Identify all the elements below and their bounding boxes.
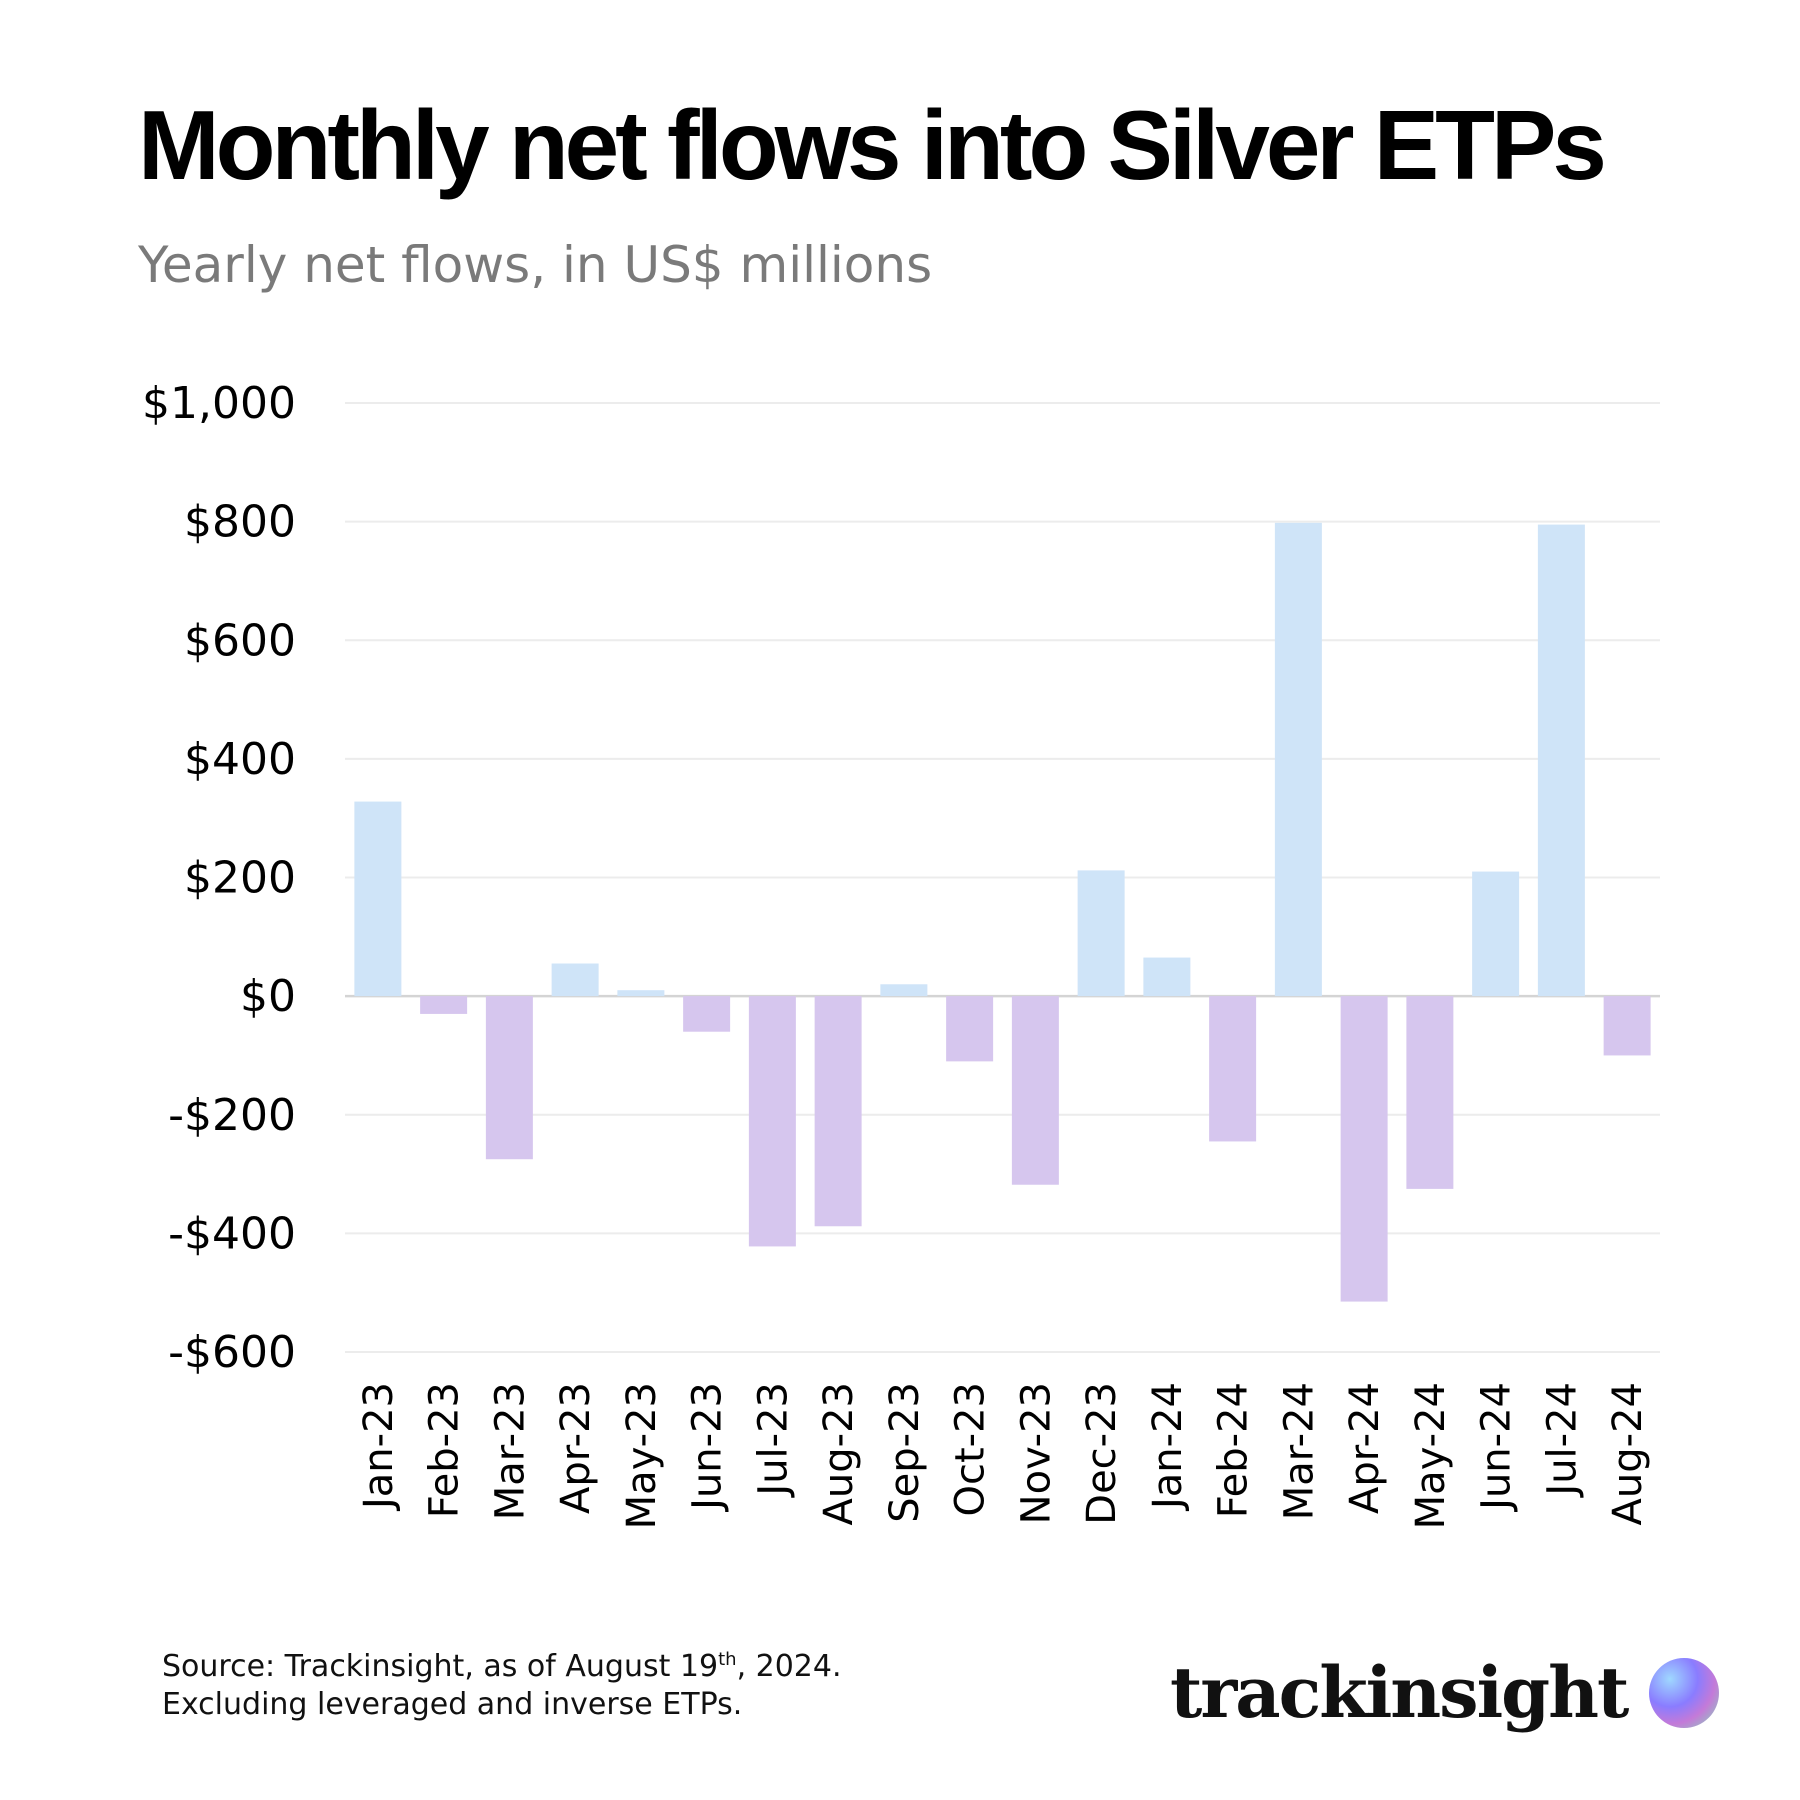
x-tick-label: May-23 [619,1382,665,1529]
bar-may-24 [1406,996,1454,1189]
logo-wordmark: trackinsight [1170,1651,1629,1734]
x-tick-label: Mar-23 [487,1382,533,1520]
bar-jun-24 [1472,871,1520,997]
bar-mar-24 [1274,522,1322,997]
bar-apr-23 [551,963,599,997]
y-tick-label: -$200 [168,1090,296,1141]
x-tick-label: Jan-24 [1145,1382,1191,1512]
x-tick-label: Feb-23 [422,1382,468,1518]
source-note: Source: Trackinsight, as of August 19th,… [162,1648,842,1724]
source-line-1-prefix: Source: Trackinsight, as of August 19 [162,1649,719,1684]
bar-jun-23 [683,996,731,1032]
source-line-1-suffix: , 2024. [736,1649,842,1684]
x-tick-label: Dec-23 [1079,1382,1125,1525]
y-tick-label: $800 [184,497,296,548]
x-tick-label: Jul-23 [750,1382,796,1499]
y-tick-label: -$600 [168,1327,296,1378]
bar-chart: $1,000 $800 $600 $400 $200 $0 -$200 -$400 -$600 J… [142,378,1660,1529]
bar-nov-23 [1011,996,1059,1185]
bar-mar-23 [485,996,533,1160]
x-tick-label: May-24 [1408,1382,1454,1529]
x-tick-label: Nov-23 [1013,1382,1059,1524]
y-tick-label: $1,000 [142,378,296,429]
x-tick-label: Jan-23 [356,1382,402,1512]
source-line-2: Excluding leveraged and inverse ETPs. [162,1687,743,1722]
bar-sep-23 [880,984,928,997]
x-tick-label: Oct-23 [948,1382,994,1517]
x-tick-label: Jun-23 [685,1382,731,1513]
chart-title: Monthly net flows into Silver ETPs [138,90,1607,200]
x-tick-label: Aug-23 [816,1382,862,1525]
source-line-1: Source: Trackinsight, as of August 19th,… [162,1648,842,1686]
x-tick-label: Jul-24 [1539,1382,1585,1499]
source-line-1-sup: th [718,1649,737,1670]
trackinsight-logo: trackinsight [1170,1648,1720,1738]
x-tick-label: Apr-23 [553,1382,599,1514]
bar-jan-24 [1143,957,1191,997]
logo-orb-icon [1649,1658,1720,1728]
x-tick-label: Jun-24 [1474,1382,1520,1513]
bar-feb-23 [420,996,468,1014]
bar-oct-23 [946,996,994,1062]
bar-dec-23 [1077,870,1125,997]
bar-apr-24 [1340,996,1388,1302]
bar-aug-24 [1603,996,1651,1056]
bar-jul-23 [748,996,796,1247]
bar-aug-23 [814,996,862,1227]
y-tick-label: $400 [184,734,296,785]
y-tick-label: $0 [240,971,296,1022]
x-tick-label: Apr-24 [1342,1382,1388,1514]
bar-jul-24 [1537,524,1585,997]
y-tick-label: $600 [184,615,296,666]
x-tick-label: Feb-24 [1211,1382,1257,1518]
x-tick-label: Mar-24 [1276,1382,1322,1520]
x-tick-label: Aug-24 [1605,1382,1651,1525]
bar-jan-23 [354,801,402,997]
y-tick-label: $200 [184,853,296,904]
bar-may-23 [617,990,665,997]
bar-feb-24 [1209,996,1257,1142]
x-tick-label: Sep-23 [882,1382,928,1523]
chart-subtitle: Yearly net flows, in US$ millions [138,236,933,294]
y-tick-label: -$400 [168,1208,296,1259]
